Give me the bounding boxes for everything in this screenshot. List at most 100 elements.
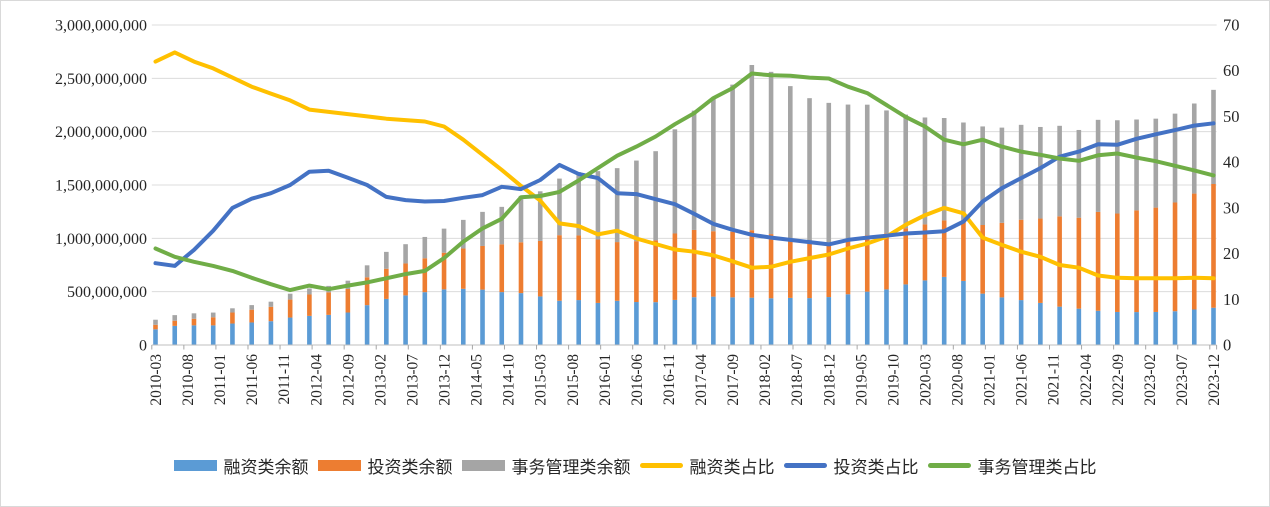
left-axis-labels: 3,000,000,000 2,500,000,000 2,000,000,000 1… bbox=[55, 18, 147, 355]
admin-balance-bar bbox=[1115, 120, 1120, 214]
admin-balance-bar bbox=[1095, 119, 1101, 212]
financing-balance-bar bbox=[730, 297, 735, 345]
stacked-bar-2014-03 bbox=[460, 219, 466, 345]
left-axis-label: 3,000,000,000 bbox=[55, 18, 147, 35]
legend-item-admin-balance: 事务管理类余额 bbox=[461, 453, 631, 478]
admin-balance-bar bbox=[884, 110, 889, 234]
x-axis-label: 2021-06 bbox=[1014, 354, 1031, 406]
investment-balance-bar bbox=[480, 245, 485, 290]
right-axis-label: 10 bbox=[1223, 290, 1240, 309]
stacked-bar-2019-12 bbox=[903, 114, 909, 345]
admin-balance-bar bbox=[614, 168, 620, 243]
stacked-bar-2011-06 bbox=[249, 305, 254, 345]
stacked-bar-2023-03 bbox=[1153, 118, 1159, 345]
financing-balance-bar bbox=[268, 321, 274, 345]
stacked-bar-2013-06 bbox=[403, 244, 408, 345]
stacked-bar-2016-12 bbox=[672, 129, 678, 345]
admin-balance-bar bbox=[1134, 119, 1139, 211]
admin-balance-bar bbox=[364, 265, 370, 278]
right-axis-label: 0 bbox=[1223, 336, 1231, 355]
investment-pct-line-swatch-icon bbox=[783, 463, 827, 468]
admin-balance-bar bbox=[249, 305, 254, 310]
admin-balance-bar bbox=[922, 117, 928, 225]
x-axis-labels: 2010-03 2010-08 2011-01 2011-06 2011-11 2012-… bbox=[148, 354, 1223, 406]
stacked-bar-2023-06 bbox=[1172, 113, 1178, 345]
financing-balance-swatch-icon bbox=[173, 460, 217, 471]
x-axis-label: 2014-05 bbox=[469, 354, 486, 406]
stacked-bars bbox=[153, 65, 1216, 345]
admin-balance-bar bbox=[460, 219, 466, 249]
investment-balance-bar bbox=[1076, 217, 1082, 309]
financing-balance-bar bbox=[672, 299, 678, 345]
right-axis-label: 70 bbox=[1223, 16, 1240, 35]
investment-balance-bar bbox=[807, 242, 812, 299]
investment-balance-bar bbox=[999, 222, 1005, 298]
investment-balance-bar bbox=[922, 224, 928, 281]
left-axis-label: 1,500,000,000 bbox=[55, 178, 147, 195]
admin-balance-swatch-icon bbox=[461, 460, 505, 471]
x-axis-label: 2020-03 bbox=[917, 354, 934, 406]
financing-balance-bar bbox=[480, 289, 485, 345]
admin-balance-bar bbox=[1057, 125, 1062, 217]
financing-balance-bar bbox=[557, 300, 562, 345]
admin-balance-bar bbox=[903, 114, 909, 229]
x-axis-label: 2016-11 bbox=[661, 354, 678, 405]
investment-balance-bar bbox=[595, 239, 601, 303]
stacked-bar-2012-09 bbox=[345, 280, 351, 345]
investment-balance-bar bbox=[1115, 213, 1120, 312]
legend-label: 事务管理类余额 bbox=[511, 458, 631, 477]
x-axis-label: 2018-02 bbox=[757, 354, 774, 406]
admin-balance-bar bbox=[749, 65, 755, 231]
investment-balance-bar bbox=[1211, 184, 1216, 308]
investment-balance-bar bbox=[460, 248, 466, 289]
left-axis-label: 2,500,000,000 bbox=[55, 71, 147, 88]
investment-balance-bar bbox=[191, 318, 197, 326]
investment-balance-bar bbox=[326, 292, 331, 315]
investment-balance-bar bbox=[518, 242, 524, 294]
financing-balance-bar bbox=[653, 302, 658, 345]
admin-balance-bar bbox=[826, 102, 832, 244]
admin-balance-bar bbox=[384, 251, 389, 269]
financing-balance-bar bbox=[1057, 306, 1062, 345]
x-axis-label: 2013-07 bbox=[404, 354, 421, 406]
financing-balance-bar bbox=[884, 289, 889, 345]
investment-balance-bar bbox=[403, 263, 408, 296]
stacked-bar-2014-09 bbox=[499, 206, 505, 345]
x-axis-label: 2021-11 bbox=[1046, 354, 1063, 405]
line-pct_investment bbox=[153, 121, 1216, 268]
x-axis-label: 2010-03 bbox=[148, 354, 165, 406]
stacked-bar-2017-12 bbox=[749, 65, 755, 345]
financing-balance-bar bbox=[845, 294, 851, 345]
investment-balance-bar bbox=[499, 244, 505, 293]
investment-balance-bar bbox=[1134, 210, 1139, 313]
investment-balance-bar bbox=[557, 235, 562, 301]
stacked-bar-2022-03 bbox=[1076, 129, 1082, 345]
stacked-bar-2021-06 bbox=[1018, 124, 1024, 345]
x-axis-label: 2016-06 bbox=[629, 354, 646, 406]
investment-balance-bar bbox=[1095, 211, 1101, 311]
investment-balance-bar bbox=[903, 228, 909, 285]
financing-balance-bar bbox=[941, 276, 947, 345]
admin-balance-bar bbox=[191, 313, 197, 319]
admin-balance-bar bbox=[422, 236, 428, 259]
financing-balance-bar bbox=[403, 295, 408, 345]
admin-balance-bar bbox=[518, 195, 524, 243]
legend-item-admin-pct: 事务管理类占比 bbox=[927, 453, 1097, 478]
investment-balance-bar bbox=[653, 240, 658, 303]
stacked-bar-2015-06 bbox=[557, 178, 562, 345]
admin-balance-bar bbox=[730, 84, 735, 232]
investment-balance-bar bbox=[537, 240, 543, 297]
investment-balance-bar bbox=[749, 230, 755, 298]
stacked-bar-2017-03 bbox=[691, 110, 697, 345]
x-axis-ticks bbox=[151, 345, 1218, 350]
x-axis-label: 2022-04 bbox=[1078, 354, 1095, 406]
stacked-bar-2018-06 bbox=[788, 86, 793, 345]
stacked-bar-2015-03 bbox=[537, 191, 543, 345]
stacked-bar-2014-12 bbox=[518, 195, 524, 345]
stacked-bar-2013-09 bbox=[422, 236, 428, 345]
stacked-bar-2019-09 bbox=[884, 110, 889, 345]
right-axis-label: 60 bbox=[1223, 61, 1240, 80]
investment-balance-bar bbox=[845, 238, 851, 295]
investment-balance-bar bbox=[864, 235, 870, 292]
admin-balance-bar bbox=[537, 191, 543, 241]
